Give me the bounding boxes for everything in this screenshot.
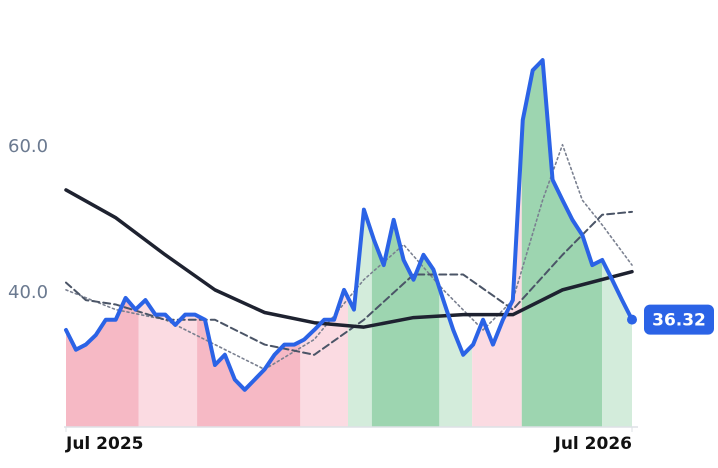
moving-average-line <box>64 188 634 329</box>
y-tick-label: 60.0 <box>8 136 48 157</box>
region-area <box>602 259 632 427</box>
moving-average-line <box>65 210 633 356</box>
region-area <box>138 300 198 427</box>
region-area <box>371 219 440 427</box>
region-area <box>348 209 372 427</box>
x-tick-label: Jul 2025 <box>65 434 144 454</box>
y-tick-label: 40.0 <box>8 282 48 303</box>
last-value-badge <box>644 304 714 335</box>
region-area <box>521 60 603 427</box>
last-value-label: 36.32 <box>652 311 706 331</box>
last-point <box>627 314 637 325</box>
region-area <box>472 137 522 427</box>
region-area <box>439 287 473 427</box>
moving-average-line <box>65 143 633 371</box>
price-line <box>64 58 634 392</box>
region-area <box>197 315 301 427</box>
x-tick-label: Jul 2026 <box>554 434 633 454</box>
region-area <box>66 297 139 427</box>
